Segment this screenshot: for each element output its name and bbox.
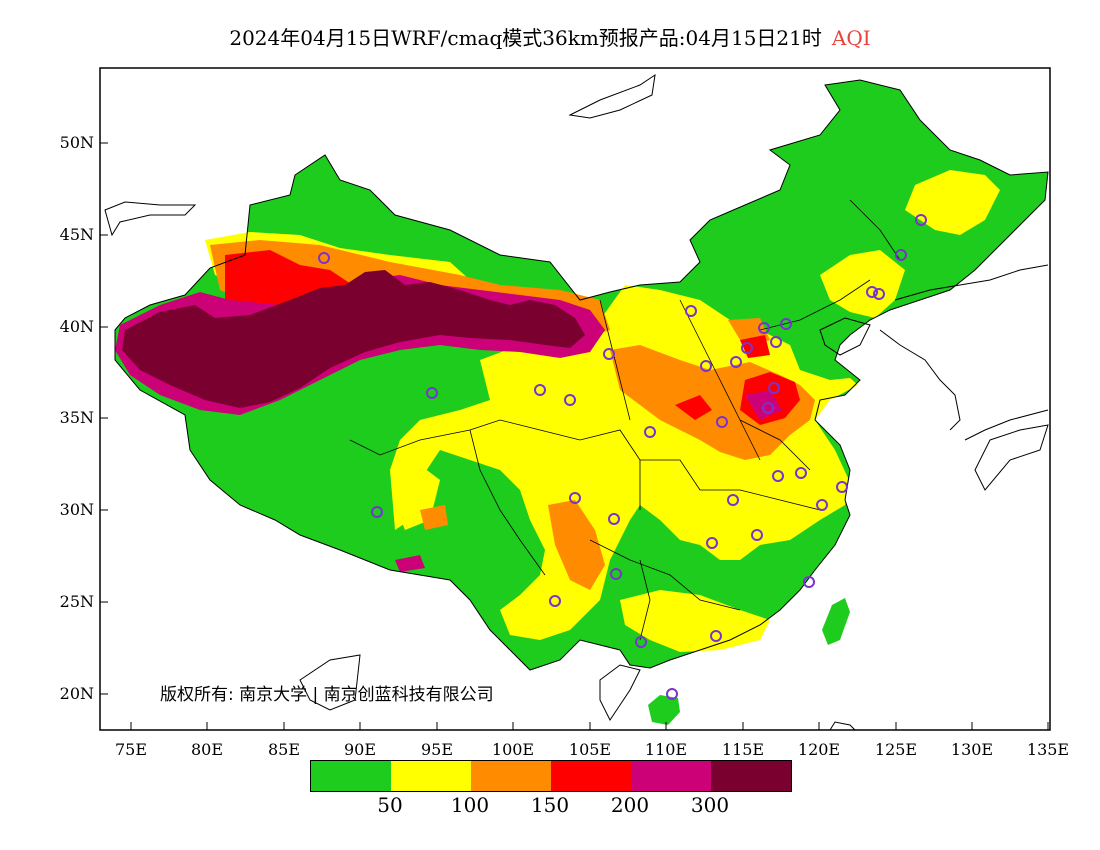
station-marker [534,384,546,396]
region-hainan [648,695,680,725]
station-marker [569,492,581,504]
lon-label: 115E [721,740,765,759]
map-title: 2024年04月15日WRF/cmaq模式36km预报产品:04月15日21时 A… [0,22,1100,51]
legend-label: 100 [450,793,490,817]
aqi-regions [115,80,1048,725]
legend-label: 200 [610,793,650,817]
region-hazardous [122,270,585,408]
station-marker [836,481,848,493]
lon-label: 125E [874,740,918,759]
lon-label: 100E [491,740,535,759]
lon-label: 80E [190,740,224,759]
region-taiwan [822,598,850,645]
lat-label: 40N [59,317,94,336]
lat-label: 45N [59,225,94,244]
lat-label: 20N [59,684,94,703]
legend-swatch [311,761,391,791]
legend-swatch [391,761,471,791]
lon-label: 110E [644,740,688,759]
station-marker [915,214,927,226]
station-marker [710,630,722,642]
lon-label: 85E [267,740,301,759]
region-moderate-south [620,590,770,652]
station-marker [730,356,742,368]
station-marker [716,416,728,428]
region-sensitive [610,345,815,460]
station-marker [873,288,885,300]
station-marker [426,387,438,399]
station-marker [685,305,697,317]
region-very-unhealthy-3 [395,555,425,572]
station-marker [666,688,678,700]
legend-swatch [551,761,631,791]
region-unhealthy-2 [675,395,712,420]
lon-label: 105E [568,740,612,759]
station-marker [603,348,615,360]
station-marker [318,252,330,264]
legend-label: 150 [530,793,570,817]
station-marker [895,249,907,261]
station-marker [610,568,622,580]
lon-label: 135E [1026,740,1070,759]
station-marker [780,318,792,330]
station-marker [762,402,774,414]
station-marker [770,336,782,348]
lat-label: 35N [59,408,94,427]
lat-label: 50N [59,133,94,152]
station-marker [772,470,784,482]
region-sensitive-sw [548,500,605,590]
station-marker [644,426,656,438]
plot-frame [99,67,1051,731]
legend-swatch [631,761,711,791]
axis-ticks [100,142,1049,730]
legend-label: 300 [690,793,730,817]
station-marker [700,360,712,372]
station-marker [816,499,828,511]
station-marker [371,506,383,518]
station-marker [795,467,807,479]
pollutant-label: AQI [831,26,871,50]
station-marker [635,636,647,648]
region-moderate-n [820,250,905,318]
region-moderate-ne [905,170,1000,235]
country-border [114,79,1049,671]
station-marker [706,537,718,549]
lon-label: 95E [420,740,454,759]
lon-label: 120E [797,740,841,759]
lon-label: 130E [950,740,994,759]
station-marker [768,382,780,394]
station-marker [549,595,561,607]
station-marker [751,529,763,541]
legend-swatch [471,761,551,791]
lat-label: 30N [59,500,94,519]
legend-label: 50 [377,793,403,817]
legend-swatch [711,761,791,791]
station-marker [866,286,878,298]
lat-label: 25N [59,592,94,611]
lon-label: 90E [343,740,377,759]
region-sensitive-spot2 [420,505,448,530]
station-marker [564,394,576,406]
station-marker [803,576,815,588]
station-marker [727,494,739,506]
coastlines [104,73,1049,731]
title-text: 2024年04月15日WRF/cmaq模式36km预报产品:04月15日21时 [229,26,822,50]
province-borders [349,199,901,641]
lon-label: 75E [114,740,148,759]
station-marker [608,513,620,525]
copyright-text: 版权所有: 南京大学 | 南京创蓝科技有限公司 [160,685,494,705]
station-markers [318,214,927,700]
aqi-legend [310,760,792,792]
station-marker [741,342,753,354]
station-marker [758,322,770,334]
